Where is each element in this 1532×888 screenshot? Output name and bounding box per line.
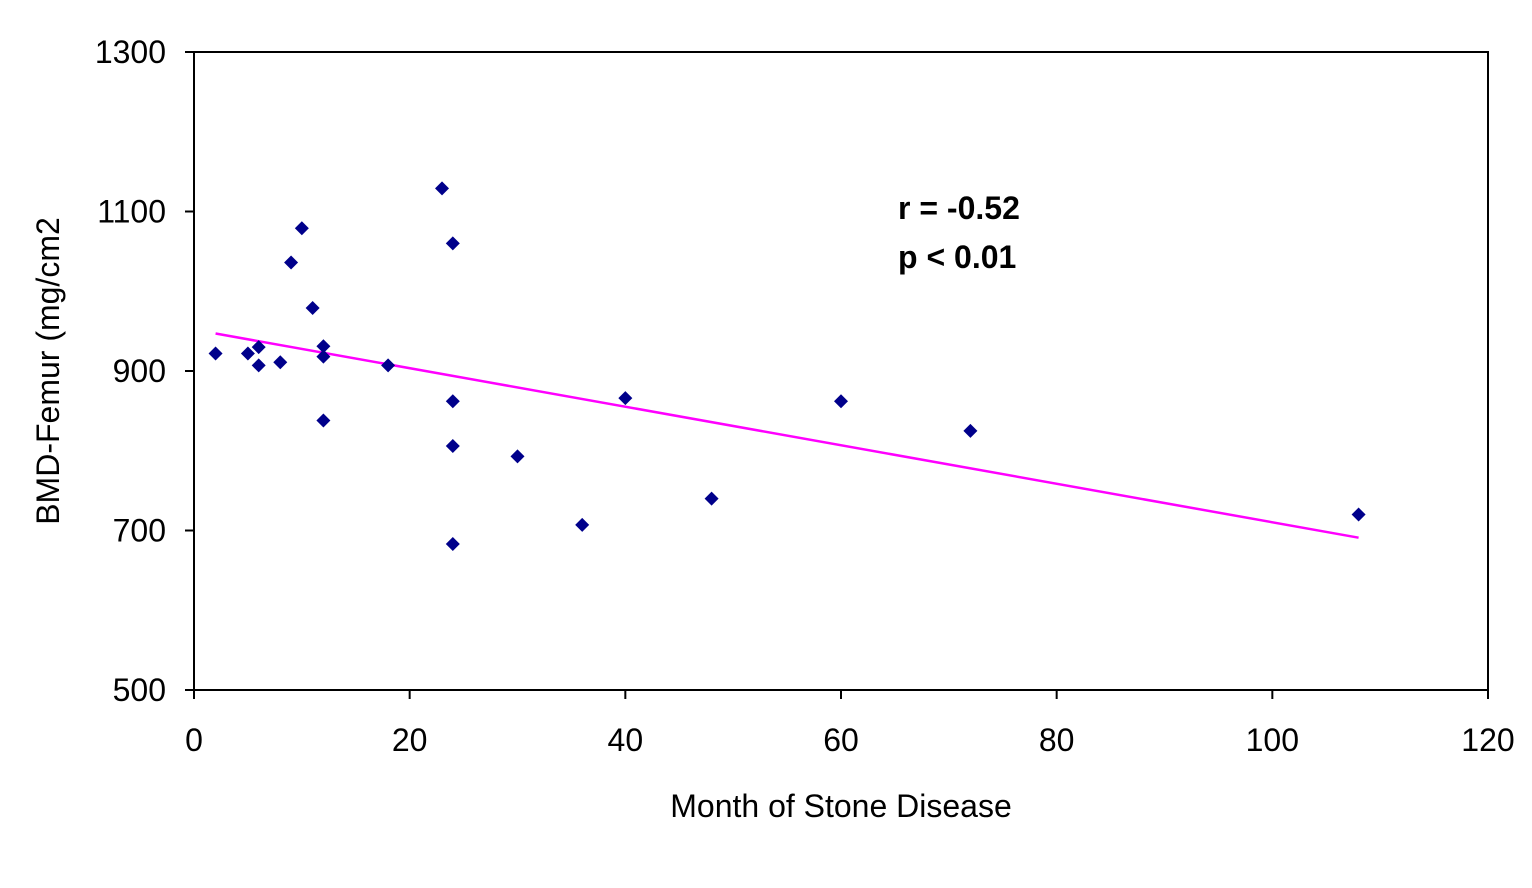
data-point	[316, 413, 331, 428]
trendline	[215, 332, 1359, 539]
x-tick-label: 40	[608, 722, 644, 758]
x-tick-label: 60	[823, 722, 859, 758]
y-tick-label: 1300	[95, 34, 166, 70]
y-tick-label: 500	[113, 672, 166, 708]
data-point	[618, 391, 633, 406]
data-point	[1351, 507, 1366, 522]
data-point	[294, 221, 309, 236]
y-tick-label: 700	[113, 513, 166, 549]
data-point	[273, 355, 288, 370]
annotation-r-value: r = -0.52	[898, 190, 1020, 226]
plot-area	[193, 51, 1489, 691]
data-points	[208, 181, 1366, 552]
x-axis-ticks: 0 20 40 60 80 100 120	[185, 690, 1515, 758]
x-tick-label: 0	[185, 722, 203, 758]
x-tick-label: 100	[1246, 722, 1299, 758]
y-axis-ticks: 500 700 900 1100 1300	[95, 34, 194, 708]
data-point	[445, 438, 460, 453]
data-point	[510, 449, 525, 464]
data-point	[445, 394, 460, 409]
data-point	[834, 394, 848, 409]
data-point	[284, 255, 299, 270]
x-tick-label: 20	[392, 722, 428, 758]
data-point	[208, 346, 223, 361]
data-point	[963, 423, 978, 438]
data-point	[704, 491, 719, 506]
data-point	[445, 236, 460, 251]
data-point	[575, 517, 590, 532]
data-point	[445, 537, 460, 552]
data-point	[316, 349, 331, 364]
y-axis-title: BMD-Femur (mg/cm2	[30, 217, 66, 525]
data-point	[316, 339, 331, 354]
x-axis-title: Month of Stone Disease	[670, 788, 1012, 824]
annotation-p-value: p < 0.01	[898, 239, 1016, 275]
y-tick-label: 1100	[97, 194, 166, 230]
data-point	[251, 358, 266, 373]
data-point	[435, 181, 450, 196]
x-tick-label: 120	[1461, 722, 1514, 758]
data-point	[305, 300, 320, 315]
x-tick-label: 80	[1039, 722, 1075, 758]
data-point	[251, 340, 266, 355]
data-point	[240, 346, 255, 361]
y-tick-label: 900	[113, 353, 166, 389]
data-point	[381, 358, 396, 373]
